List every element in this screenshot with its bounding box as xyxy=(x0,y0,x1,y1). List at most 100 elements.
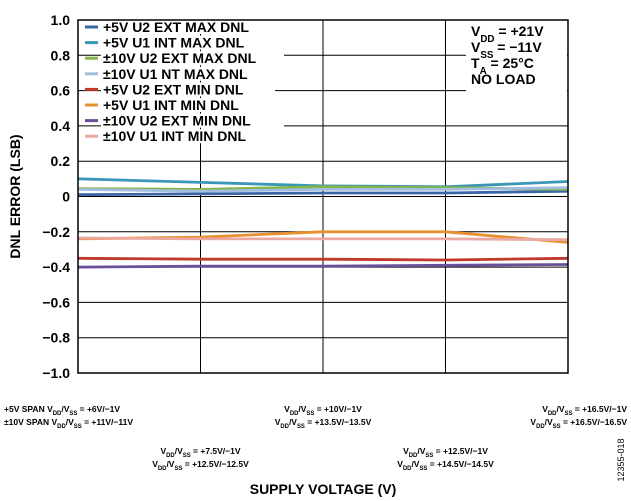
series-lines xyxy=(77,177,569,269)
x-category-label-3-1: VDD/VSS = +14.5V/−14.5V xyxy=(397,459,494,472)
series-line-3 xyxy=(77,186,569,193)
x-label-symbol: /V xyxy=(66,417,74,427)
x-label-symbol: V xyxy=(47,404,53,414)
condition-subscript: DD xyxy=(480,34,494,45)
legend-label-3: ±10V U1 NT MAX DNL xyxy=(103,66,248,82)
legend-label-7: ±10V U1 INT MIN DNL xyxy=(103,128,246,144)
x-category-label-0-0: +5V SPAN VDD/VSS = +6V/−1V xyxy=(4,404,120,417)
x-label-subscript: DD xyxy=(290,411,299,417)
legend-label-5: +5V U1 INT MIN DNL xyxy=(103,97,239,113)
x-label-value: = +7.5V/−1V xyxy=(191,446,241,456)
x-label-symbol: V xyxy=(152,459,158,469)
x-label-subscript: DD xyxy=(158,466,167,472)
x-label-symbol: V xyxy=(403,446,409,456)
x-label-symbol: V xyxy=(530,417,536,427)
condition-main: NO LOAD xyxy=(471,71,536,87)
x-label-subscript: DD xyxy=(57,424,66,430)
x-category-label-4-0: VDD/VSS = +16.5V/−1V xyxy=(542,404,627,417)
x-label-subscript: SS xyxy=(306,411,314,417)
figure-id: 12355-018 xyxy=(616,438,626,481)
y-tick-label-3: 0.4 xyxy=(51,118,71,134)
condition-subscript: SS xyxy=(480,50,494,61)
y-axis-title: DNL ERROR (LSB) xyxy=(7,134,23,258)
series-line-7 xyxy=(77,236,569,242)
legend-label-background-2 xyxy=(101,51,284,66)
condition-line-2: TA = 25°C xyxy=(471,55,534,77)
x-label-subscript: SS xyxy=(183,453,191,459)
legend-label-4: +5V U2 EXT MIN DNL xyxy=(103,81,244,97)
condition-value: = −11V xyxy=(493,39,542,55)
x-label-symbol: /V xyxy=(175,446,183,456)
series-line-0 xyxy=(77,189,569,197)
legend-label-background-1 xyxy=(101,35,275,50)
x-label-value: = +14.5V/−14.5V xyxy=(427,459,494,469)
y-tick-label-4: 0.2 xyxy=(51,153,71,169)
x-label-value: = +12.5V/−1V xyxy=(433,446,488,456)
x-label-subscript: SS xyxy=(564,411,572,417)
x-label-symbol: V xyxy=(284,404,290,414)
x-category-label-1-1: VDD/VSS = +12.5V/−12.5V xyxy=(152,459,249,472)
y-tick-label-9: −0.8 xyxy=(42,330,70,346)
x-label-value: = +10V/−1V xyxy=(314,404,362,414)
condition-line-1: VSS = −11V xyxy=(471,39,542,61)
x-category-label-3-0: VDD/VSS = +12.5V/−1V xyxy=(403,446,488,459)
x-label-value: = +16.5V/−16.5V xyxy=(561,417,628,427)
x-label-subscript: SS xyxy=(69,411,77,417)
condition-main: V xyxy=(471,39,481,55)
legend-label-2: ±10V U2 EXT MAX DNL xyxy=(103,50,257,66)
y-tick-label-1: 0.8 xyxy=(51,47,71,63)
condition-subscript: A xyxy=(480,66,487,77)
x-label-symbol: V xyxy=(542,404,548,414)
x-label-symbol: /V xyxy=(545,417,553,427)
y-tick-label-5: 0 xyxy=(62,189,70,205)
condition-value: = +21V xyxy=(495,23,545,39)
conditions-background xyxy=(466,21,567,97)
x-label-symbol: /V xyxy=(417,446,425,456)
x-label-subscript: SS xyxy=(419,466,427,472)
x-label-symbol: /V xyxy=(556,404,564,414)
x-label-value: = +13.5V/−13.5V xyxy=(305,417,372,427)
series-line-4 xyxy=(77,256,569,262)
x-label-value: = +12.5V/−12.5V xyxy=(182,459,249,469)
x-label-value: = +16.5V/−1V xyxy=(572,404,627,414)
legend-label-background-5 xyxy=(101,98,275,112)
condition-value: = 25°C xyxy=(487,55,534,71)
x-label-subscript: DD xyxy=(53,411,62,417)
legend-label-6: ±10V U2 EXT MIN DNL xyxy=(103,113,251,129)
x-label-subscript: SS xyxy=(174,466,182,472)
y-tick-label-8: −0.6 xyxy=(42,294,70,310)
x-category-label-2-1: VDD/VSS = +13.5V/−13.5V xyxy=(275,417,372,430)
x-category-label-4-1: VDD/VSS = +16.5V/−16.5V xyxy=(530,417,627,430)
x-label-value: = +11V/−11V xyxy=(82,417,134,427)
legend-label-background-4 xyxy=(101,82,275,97)
legend-label-background-6 xyxy=(101,113,284,128)
x-label-subscript: DD xyxy=(536,424,545,430)
y-tick-label-2: 0.6 xyxy=(51,83,71,99)
x-label-subscript: SS xyxy=(425,453,433,459)
y-tick-label-0: 1.0 xyxy=(51,12,71,28)
x-label-symbol: /V xyxy=(166,459,174,469)
x-label-subscript: DD xyxy=(280,424,289,430)
x-label-subscript: SS xyxy=(297,424,305,430)
x-label-subscript: DD xyxy=(409,453,418,459)
x-label-value: = +6V/−1V xyxy=(77,404,120,414)
x-label-symbol: V xyxy=(52,417,58,427)
x-label-symbol: V xyxy=(397,459,403,469)
series-line-6 xyxy=(77,263,569,269)
x-category-label-0-1: ±10V SPAN VDD/VSS = +11V/−11V xyxy=(4,417,133,430)
legend-label-0: +5V U2 EXT MAX DNL xyxy=(103,19,249,35)
y-tick-label-10: −1.0 xyxy=(42,365,70,381)
y-tick-label-7: −0.4 xyxy=(42,259,70,275)
legend-label-1: +5V U1 INT MAX DNL xyxy=(103,35,245,51)
x-label-prefix: ±10V SPAN xyxy=(4,417,52,427)
x-category-label-2-0: VDD/VSS = +10V/−1V xyxy=(284,404,362,417)
x-label-subscript: SS xyxy=(74,424,82,430)
x-label-symbol: /V xyxy=(298,404,306,414)
legend-label-background-3 xyxy=(101,66,275,81)
x-label-subscript: SS xyxy=(553,424,561,430)
x-label-symbol: /V xyxy=(411,459,419,469)
y-tick-labels: 1.0 0.8 0.6 0.4 0.2 0 −0.2 −0.4 −0.6 −0.8 −1.0 xyxy=(42,12,70,381)
legend-label-background-7 xyxy=(101,129,284,144)
condition-line-0: VDD = +21V xyxy=(471,23,544,45)
